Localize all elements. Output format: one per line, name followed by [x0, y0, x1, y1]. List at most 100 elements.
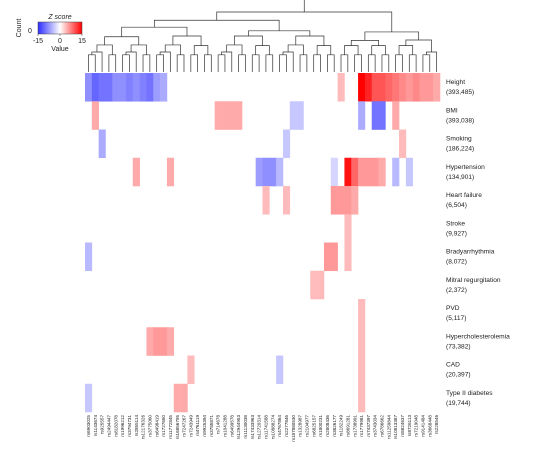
row-label-name: BMI — [446, 107, 458, 114]
dendrogram-branch — [190, 54, 198, 72]
column-label: rs2277846 — [284, 415, 289, 437]
heatmap-cell — [119, 73, 127, 102]
column-label: rs11772845 — [168, 415, 173, 439]
heatmap-cell — [378, 157, 386, 187]
heatmap-cell — [426, 73, 434, 102]
dendrogram-branch — [316, 45, 332, 55]
heatmap-cell — [358, 157, 366, 187]
dendrogram-branch — [156, 54, 164, 72]
dendrogram-branch — [204, 54, 212, 72]
heatmap-cell — [344, 214, 352, 243]
heatmap-cell — [214, 101, 222, 130]
row-label-count: (134,901) — [446, 174, 474, 181]
heatmap-cell — [358, 299, 366, 328]
column-label: rs1779981 — [359, 415, 364, 437]
heatmap-cells — [85, 73, 441, 413]
heatmap-cell — [221, 101, 229, 130]
heatmap-cell — [276, 157, 284, 187]
row-label-count: (73,382) — [446, 343, 471, 350]
dendrogram-branch — [251, 54, 260, 72]
heatmap-cell — [399, 73, 407, 102]
column-label: rs3775060 — [147, 415, 152, 437]
dendrogram-branch — [364, 31, 420, 41]
row-label-count: (9,927) — [446, 230, 467, 237]
column-label: rs12176326 — [141, 415, 146, 440]
dendrogram-branch — [142, 54, 151, 72]
column-label: rs3743034 — [373, 415, 378, 437]
legend-count-label: Count — [16, 19, 23, 38]
heatmap-cell — [358, 383, 366, 413]
heatmap-cell — [105, 73, 113, 102]
column-label: rs2855114 — [134, 415, 139, 437]
heatmap-cell — [187, 355, 195, 385]
column-label: rs17433963 — [250, 415, 255, 440]
column-label: rs1041288 — [223, 415, 228, 437]
heatmap-cell — [392, 101, 400, 130]
dendrogram-branch — [88, 54, 96, 72]
heatmap-cell — [91, 73, 99, 102]
heatmap-cell — [296, 101, 304, 130]
row-label-count: (19,744) — [446, 400, 471, 407]
heatmap-cell — [323, 242, 332, 272]
column-label: rs3794731 — [127, 415, 132, 437]
heatmap-cell — [317, 270, 325, 300]
heatmap-cell — [364, 73, 373, 102]
heatmap-cell — [228, 101, 236, 130]
heatmap-cell — [262, 157, 270, 187]
legend-tick-label: 0 — [58, 38, 62, 45]
heatmap-cell — [235, 101, 243, 130]
column-label: rs6786662 — [380, 415, 385, 437]
dendrogram-branch — [367, 54, 376, 72]
column-label: rs4761119 — [195, 415, 200, 436]
column-label: rs12720314 — [257, 415, 262, 440]
column-label: rs2494447 — [106, 415, 111, 437]
row-label-name: Type II diabetes — [446, 390, 493, 397]
legend-tick-label: 15 — [78, 38, 86, 45]
row-label-name: Smoking — [446, 136, 472, 143]
row-label-count: (20,397) — [446, 372, 471, 379]
heatmap-cell — [180, 383, 188, 413]
heatmap-cell — [419, 73, 427, 102]
dendrogram-branch — [122, 54, 130, 72]
column-label: rs6903025 — [86, 415, 91, 437]
column-label: rs8691281 — [345, 415, 350, 437]
dendrogram-branch — [295, 35, 325, 46]
dendrogram-branch — [216, 11, 393, 32]
heatmap-cell — [330, 186, 338, 215]
column-label: rs1143674 — [93, 415, 98, 437]
heatmap-cell — [358, 73, 366, 102]
column-label: rs9141484 — [421, 415, 426, 437]
heatmap-cell — [166, 327, 175, 356]
column-label: rs2808436 — [325, 415, 330, 437]
column-label: rs3668448 — [427, 415, 432, 437]
column-label: rs925557 — [100, 415, 105, 435]
dendrogram-branch — [193, 45, 209, 55]
row-label-name: Height — [446, 79, 465, 86]
column-label: rs11259844 — [386, 415, 391, 439]
column-label: rs7437397 — [366, 415, 371, 437]
dendrogram-branch — [255, 45, 270, 55]
heatmap-cell — [351, 186, 359, 215]
dendrogram-branch — [217, 54, 226, 72]
heatmap-cell — [392, 73, 400, 102]
column-label: rs9925394 — [202, 415, 207, 437]
heatmap-cell — [371, 101, 379, 130]
column-label: rs714678 — [216, 415, 221, 435]
column-label: rs7243949 — [188, 415, 193, 437]
column-label: rs7219048 — [414, 415, 419, 437]
column-label: rs1800231 — [318, 415, 323, 437]
heatmap-cell — [385, 73, 393, 102]
heatmap-cell — [91, 101, 99, 130]
heatmap-cell — [255, 157, 263, 187]
heatmap-cell — [132, 73, 140, 102]
dendrogram-branch — [340, 54, 349, 72]
dendrogram-branch — [108, 54, 117, 72]
heatmap-cell — [399, 129, 407, 159]
heatmap-cell — [337, 73, 345, 102]
dendrogram-branch — [104, 36, 140, 45]
dendrogram-branch — [248, 30, 311, 37]
heatmap-cell — [125, 73, 134, 102]
dendrogram-branch — [164, 44, 181, 55]
heatmap-cell — [358, 101, 366, 130]
